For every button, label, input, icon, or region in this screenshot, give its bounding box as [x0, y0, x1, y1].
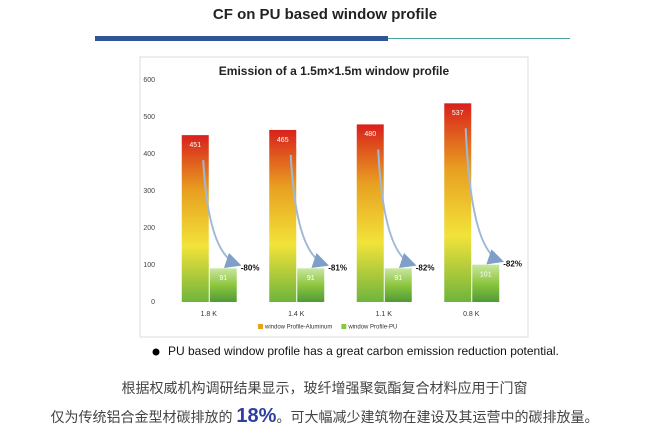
value-label: 537 — [452, 110, 464, 117]
x-tick-label: 1.4 K — [288, 311, 305, 318]
title-rule — [95, 36, 388, 41]
x-tick-label: 1.8 K — [201, 311, 218, 318]
y-tick-label: 0 — [151, 299, 155, 306]
y-tick-label: 600 — [143, 77, 155, 84]
value-label: 451 — [189, 142, 201, 149]
arrow — [464, 128, 505, 265]
bullet-dot — [152, 348, 160, 356]
bar — [209, 268, 237, 302]
text: 。可大幅减少建筑物在建设及其运营中的碳排放量。 — [276, 409, 599, 425]
bar — [297, 268, 325, 302]
text: 仅为传统铝合金型材碳排放的 — [50, 409, 233, 425]
x-tick-label: 1.1 K — [376, 311, 393, 318]
bar — [269, 129, 297, 302]
highlight: 18% — [236, 405, 277, 427]
value-label: 465 — [277, 137, 289, 144]
chart-title: Emission of a 1.5m×1.5m window profile — [219, 64, 450, 78]
bullet-text: PU based window profile has a great carb… — [168, 344, 559, 358]
bar — [384, 268, 412, 302]
annotation: -80% — [241, 263, 260, 272]
annotation: -82% — [416, 263, 435, 272]
legend-swatch — [341, 324, 347, 329]
arrow — [377, 149, 417, 269]
y-tick-label: 100 — [143, 262, 155, 269]
value-label: 91 — [219, 275, 227, 282]
annotation: -81% — [328, 263, 347, 272]
bar — [356, 124, 384, 303]
legend-label: window Profile-Aluminum — [264, 325, 332, 331]
bar — [181, 135, 209, 302]
text-line: 根据权威机构调研结果显示，玻纤增强聚氨酯复合材料应用于门窗 — [121, 380, 528, 396]
bar — [444, 103, 472, 302]
plot: 0 100 200 300 400 500 600 1.8 K 451 91 -80% 1.4 K 46… — [143, 77, 522, 331]
bar — [472, 264, 500, 302]
arrow — [289, 154, 330, 269]
y-tick-label: 200 — [143, 225, 155, 232]
value-label: 91 — [307, 275, 315, 282]
y-tick-label: 400 — [143, 151, 155, 158]
arrow — [202, 160, 242, 269]
value-label: 101 — [480, 271, 492, 278]
text-line: 仅为传统铝合金型材碳排放的 18%。可大幅减少建筑物在建设及其运营中的碳排放量。 — [0, 405, 649, 428]
legend-label: window Profile-PU — [347, 325, 397, 331]
x-tick-label: 0.8 K — [463, 311, 480, 318]
y-tick-label: 300 — [143, 188, 155, 195]
value-label: 480 — [364, 131, 376, 138]
annotation: -82% — [503, 260, 522, 269]
value-label: 91 — [394, 275, 402, 282]
y-tick-label: 500 — [143, 114, 155, 121]
legend-swatch — [258, 324, 263, 329]
page-title: CF on PU based window profile — [213, 6, 437, 23]
